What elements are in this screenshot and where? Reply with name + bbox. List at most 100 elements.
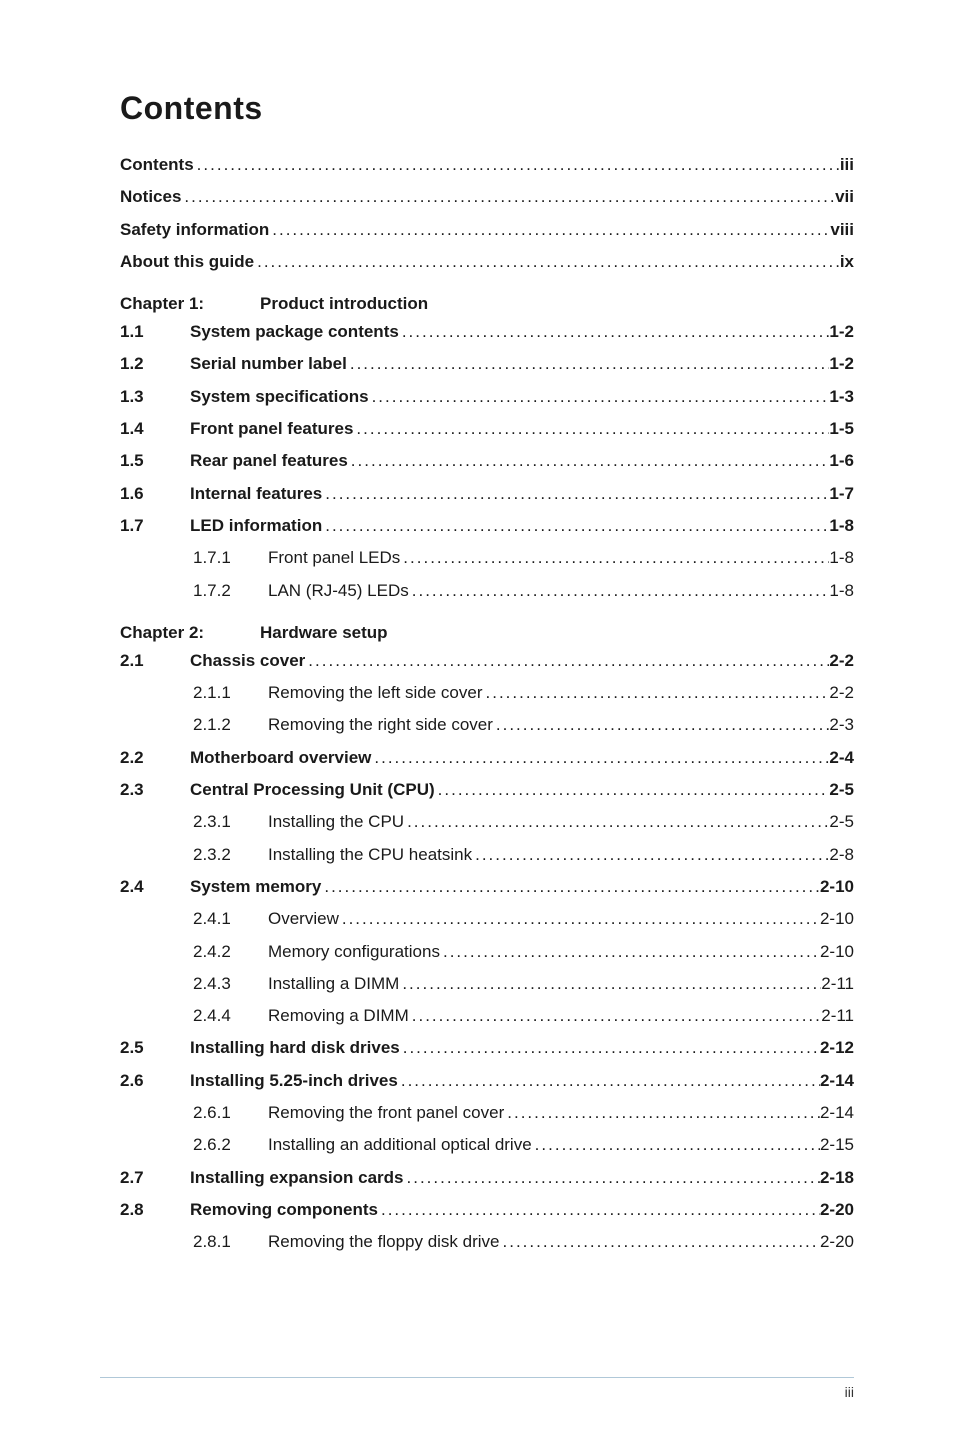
toc-entry-label: LAN (RJ-45) LEDs — [268, 575, 409, 607]
toc-entry-label: About this guide — [120, 246, 254, 278]
toc-entry: 2.3Central Processing Unit (CPU) 2-5 — [120, 774, 854, 806]
toc-leaders — [371, 742, 829, 774]
contents-title: Contents — [120, 90, 854, 127]
toc-entry-number: 2.4.3 — [120, 968, 268, 1000]
toc-entry-number: 2.7 — [120, 1162, 190, 1194]
toc-entry-number: 2.1.2 — [120, 709, 268, 741]
toc-entry-label: Installing the CPU heatsink — [268, 839, 472, 871]
toc-entry-number: 2.6 — [120, 1065, 190, 1097]
toc-entry: About this guide ix — [120, 246, 854, 278]
toc-leaders — [348, 445, 830, 477]
chapter-number: Chapter 2: — [120, 623, 260, 643]
toc-entry-label: Motherboard overview — [190, 742, 371, 774]
toc-entry: 1.7LED information 1-8 — [120, 510, 854, 542]
toc-entry-number: 2.1 — [120, 645, 190, 677]
toc-entry-label: Removing components — [190, 1194, 378, 1226]
toc-entry-page: 2-12 — [820, 1032, 854, 1064]
chapters-block: Chapter 1:Product introduction1.1System … — [120, 294, 854, 1258]
toc-entry: 1.1System package contents 1-2 — [120, 316, 854, 348]
toc-entry: 2.4System memory 2-10 — [120, 871, 854, 903]
toc-entry: Notices vii — [120, 181, 854, 213]
toc-entry-label: System specifications — [190, 381, 369, 413]
toc-entry-number: 1.2 — [120, 348, 190, 380]
toc-leaders — [378, 1194, 820, 1226]
toc-entry-label: System memory — [190, 871, 321, 903]
toc-entry-number: 1.3 — [120, 381, 190, 413]
toc-subentry: 2.6.1Removing the front panel cover 2-14 — [120, 1097, 854, 1129]
toc-entry-label: Installing 5.25-inch drives — [190, 1065, 398, 1097]
toc-entry: 1.3System specifications 1-3 — [120, 381, 854, 413]
toc-entry-label: System package contents — [190, 316, 399, 348]
toc-entry-label: Removing the left side cover — [268, 677, 483, 709]
toc-subentry: 2.3.2Installing the CPU heatsink 2-8 — [120, 839, 854, 871]
toc-leaders — [472, 839, 829, 871]
toc-entry-number: 2.8 — [120, 1194, 190, 1226]
toc-entry-page: 2-5 — [829, 806, 854, 838]
toc-entry-number: 1.5 — [120, 445, 190, 477]
toc-subentry: 2.8.1Removing the floppy disk drive 2-20 — [120, 1226, 854, 1258]
toc-entry: 1.2Serial number label 1-2 — [120, 348, 854, 380]
toc-leaders — [353, 413, 829, 445]
toc-leaders — [399, 968, 821, 1000]
toc-leaders — [493, 709, 830, 741]
toc-entry: 1.4Front panel features 1-5 — [120, 413, 854, 445]
toc-entry: 2.2Motherboard overview 2-4 — [120, 742, 854, 774]
toc-entry-page: 2-4 — [829, 742, 854, 774]
toc-leaders — [404, 1162, 820, 1194]
toc-entry-label: Installing the CPU — [268, 806, 404, 838]
toc-leaders — [404, 806, 829, 838]
toc-entry-page: ix — [840, 246, 854, 278]
toc-entry-page: 2-20 — [820, 1226, 854, 1258]
toc-leaders — [440, 936, 820, 968]
toc-leaders — [321, 871, 820, 903]
toc-leaders — [181, 181, 835, 213]
toc-entry: 2.8Removing components 2-20 — [120, 1194, 854, 1226]
toc-entry: 1.5Rear panel features 1-6 — [120, 445, 854, 477]
toc-entry-label: Notices — [120, 181, 181, 213]
toc-entry: Contents iii — [120, 149, 854, 181]
toc-entry-page: 2-14 — [820, 1065, 854, 1097]
toc-leaders — [400, 542, 829, 574]
toc-entry-page: viii — [830, 214, 854, 246]
toc-leaders — [409, 575, 830, 607]
toc-entry-label: Contents — [120, 149, 194, 181]
toc-entry-page: 2-5 — [829, 774, 854, 806]
toc-leaders — [305, 645, 829, 677]
toc-entry-page: 2-20 — [820, 1194, 854, 1226]
toc-leaders — [269, 214, 830, 246]
toc-entry: 2.6Installing 5.25-inch drives 2-14 — [120, 1065, 854, 1097]
toc-entry-number: 2.4 — [120, 871, 190, 903]
toc-entry-page: 1-7 — [829, 478, 854, 510]
toc-entry-number: 1.1 — [120, 316, 190, 348]
toc-entry-page: 1-8 — [829, 542, 854, 574]
chapter-title: Hardware setup — [260, 623, 388, 642]
toc-entry-label: Removing a DIMM — [268, 1000, 409, 1032]
toc-entry-number: 2.3 — [120, 774, 190, 806]
toc-entry-page: 2-10 — [820, 903, 854, 935]
toc-entry: 2.7Installing expansion cards 2-18 — [120, 1162, 854, 1194]
toc-entry-label: Internal features — [190, 478, 322, 510]
toc-entry-number: 1.7.2 — [120, 575, 268, 607]
toc-leaders — [322, 478, 829, 510]
toc-entry-page: 2-2 — [829, 677, 854, 709]
toc-leaders — [347, 348, 830, 380]
toc-leaders — [532, 1129, 820, 1161]
toc-entry-page: iii — [840, 149, 854, 181]
toc-entry-label: Chassis cover — [190, 645, 305, 677]
toc-entry-label: Rear panel features — [190, 445, 348, 477]
chapter-heading: Chapter 2:Hardware setup — [120, 623, 854, 643]
toc-leaders — [194, 149, 840, 181]
toc-entry-page: 1-2 — [829, 348, 854, 380]
toc-entry-page: 2-11 — [821, 968, 854, 1000]
toc-entry-label: Removing the front panel cover — [268, 1097, 504, 1129]
toc-entry-page: 2-8 — [829, 839, 854, 871]
toc-entry-number: 2.4.2 — [120, 936, 268, 968]
toc-leaders — [400, 1032, 820, 1064]
toc-entry-page: 2-18 — [820, 1162, 854, 1194]
toc-leaders — [339, 903, 820, 935]
toc-leaders — [483, 677, 830, 709]
footer-rule — [100, 1377, 854, 1378]
toc-subentry: 2.4.3Installing a DIMM 2-11 — [120, 968, 854, 1000]
chapter-number: Chapter 1: — [120, 294, 260, 314]
toc-subentry: 2.4.4Removing a DIMM 2-11 — [120, 1000, 854, 1032]
